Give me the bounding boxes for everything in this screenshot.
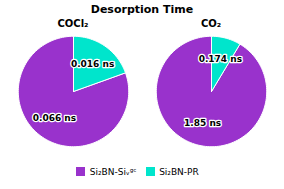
html-text:Si₂BN-Siᵥᵍᶜ: Si₂BN-Siᵥᵍᶜ [89, 166, 137, 177]
html-text:COCl₂: COCl₂ [57, 18, 89, 29]
html-text:CO₂: CO₂ [200, 18, 222, 29]
svg-text:0.174 ns: 0.174 ns [199, 54, 242, 64]
svg-text:0.016 ns: 0.016 ns [71, 59, 114, 69]
svg-text:0.066 ns: 0.066 ns [33, 113, 76, 123]
html-text:Si₂BN-PR: Si₂BN-PR [159, 166, 199, 177]
svg-text:1.85 ns: 1.85 ns [184, 118, 221, 128]
html-text:Desorption Time: Desorption Time [90, 3, 194, 16]
